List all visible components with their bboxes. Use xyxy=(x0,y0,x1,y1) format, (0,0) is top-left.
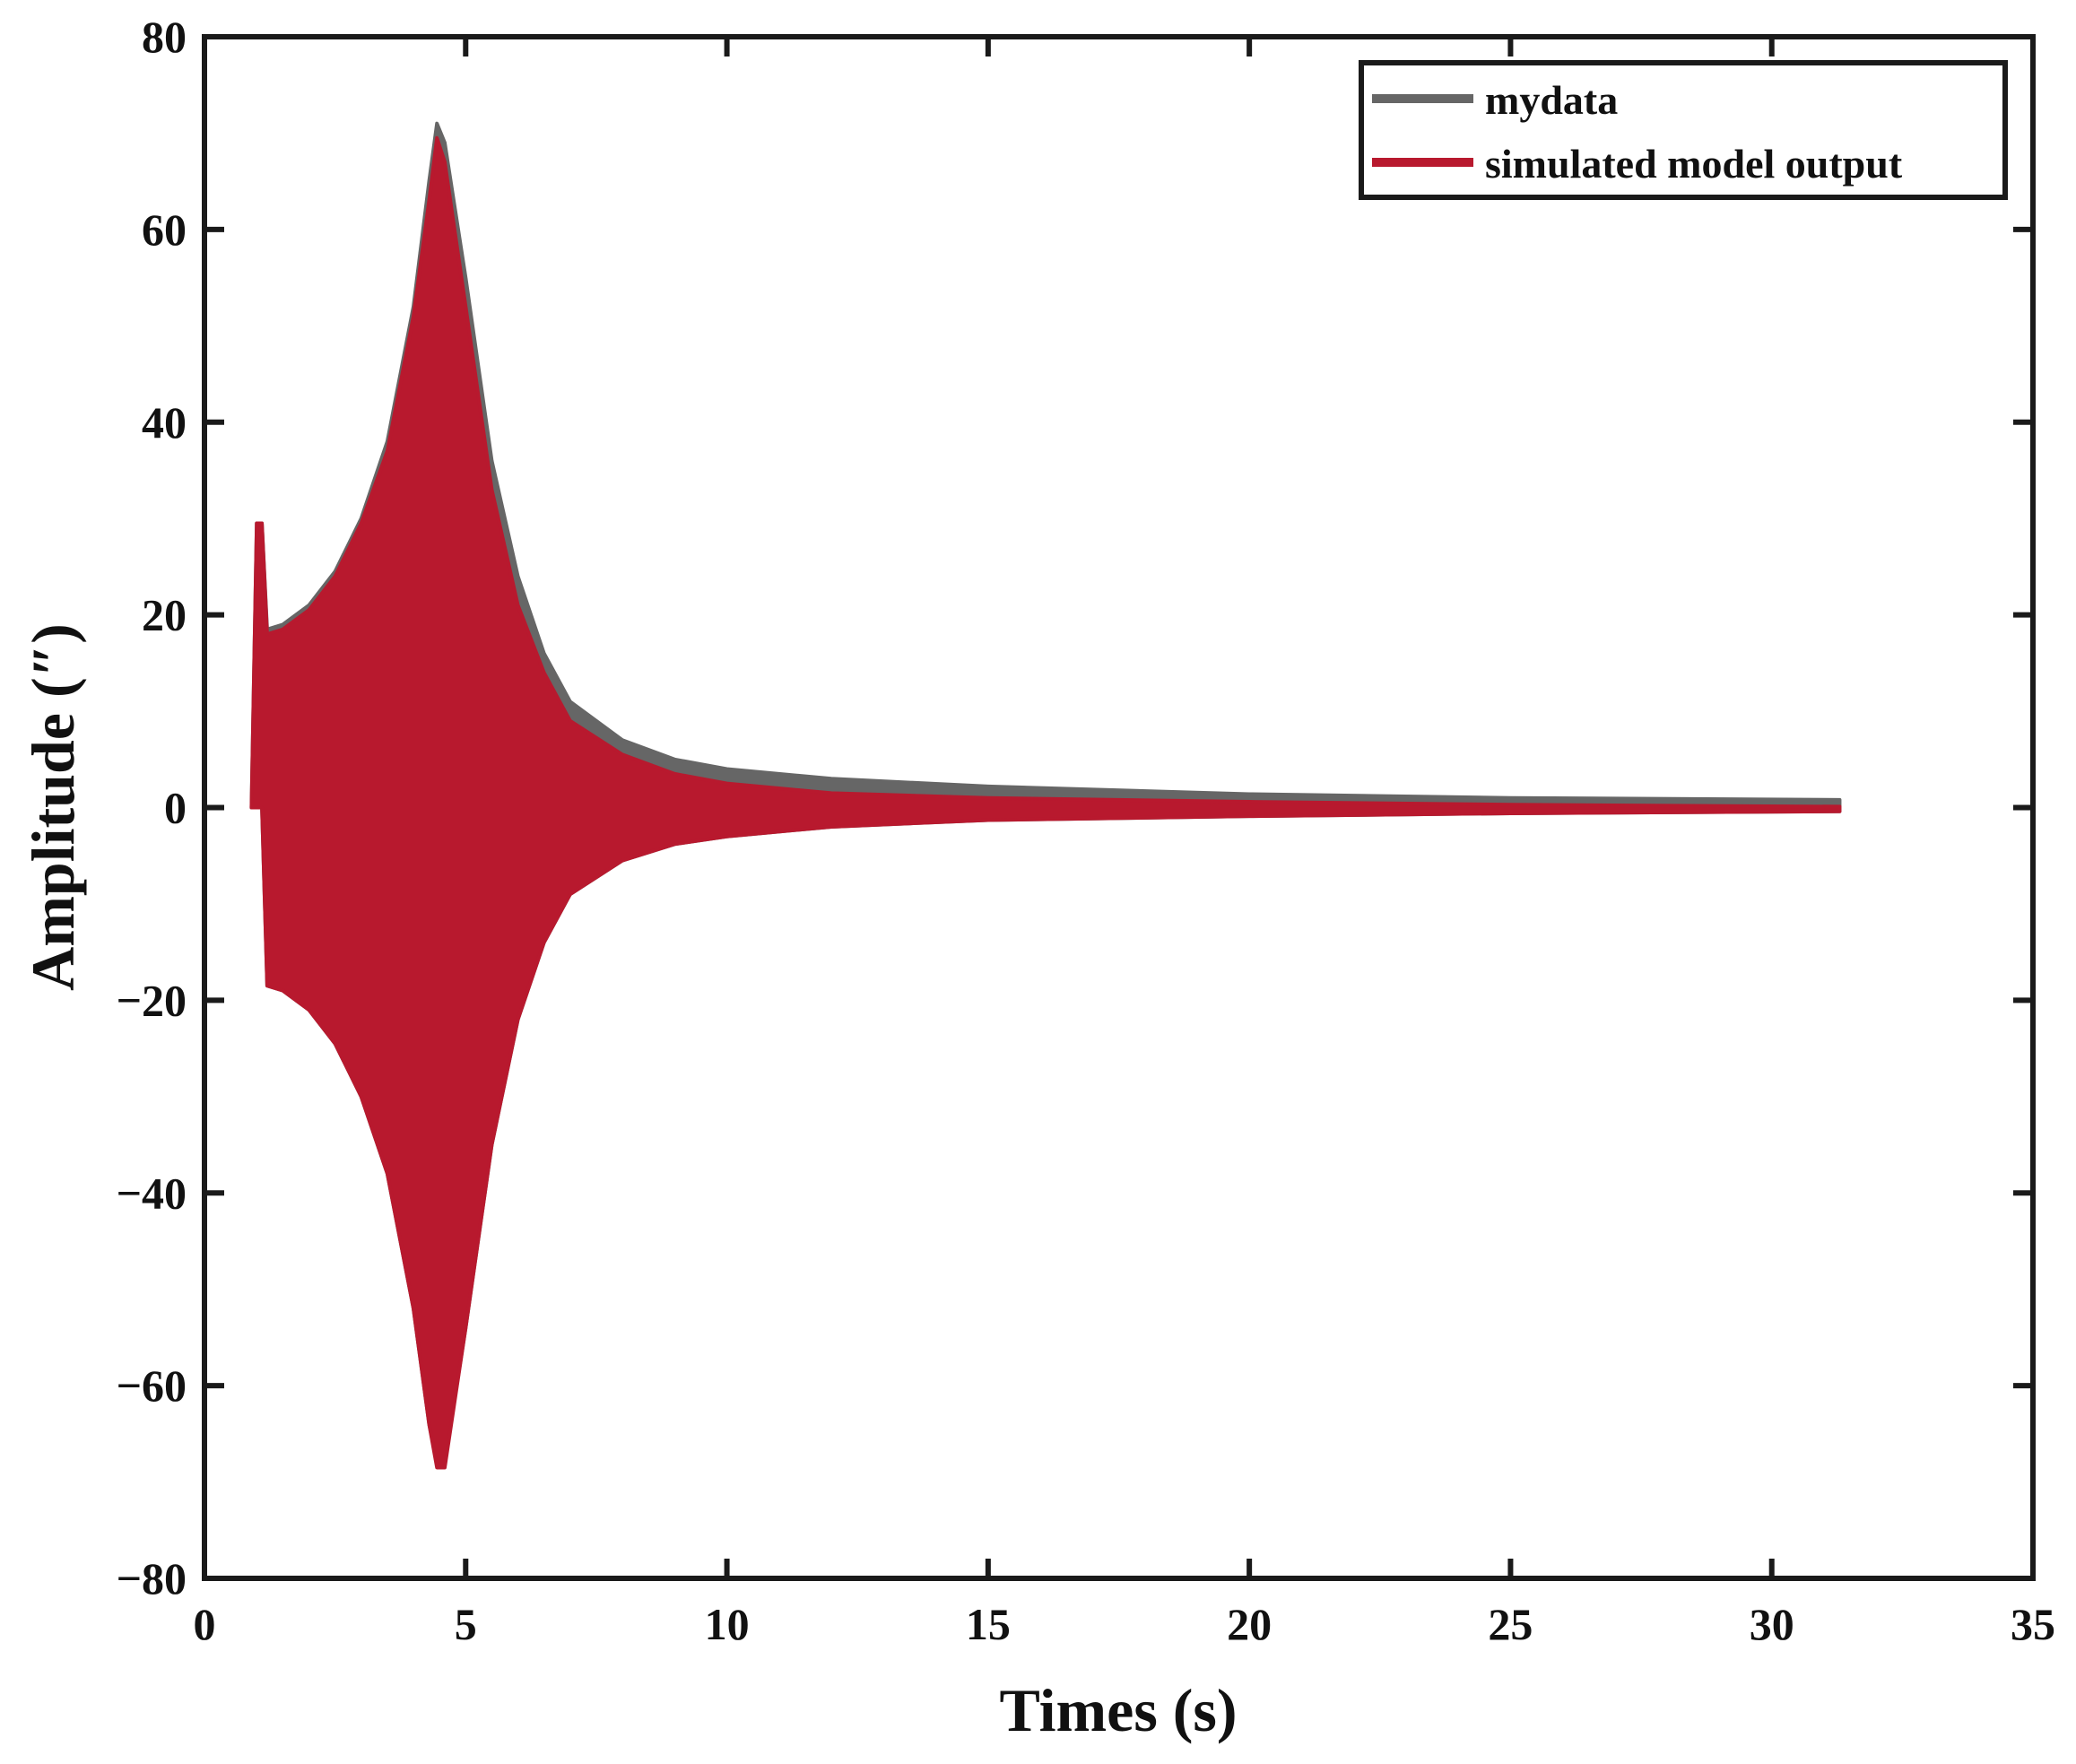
y-tick-label--80: −80 xyxy=(117,1553,187,1603)
y-tick-labels: 80 60 40 20 0 −20 −40 −60 −80 xyxy=(117,12,187,1603)
x-tick-label-15: 15 xyxy=(966,1599,1011,1649)
legend-label-simulated-model-output: simulated model output xyxy=(1485,141,1903,187)
series-simulated-model-output xyxy=(249,135,1842,1470)
legend-box xyxy=(1359,60,2008,200)
y-tick-label-80: 80 xyxy=(142,12,187,62)
tick-layer xyxy=(202,34,2036,1581)
x-tick-label-25: 25 xyxy=(1488,1599,1533,1649)
series-layer xyxy=(249,121,1842,1470)
y-tick-label--40: −40 xyxy=(117,1168,187,1218)
legend: mydata simulated model output xyxy=(1359,60,2008,200)
legend-label-mydata: mydata xyxy=(1485,77,1618,123)
y-tick-label-60: 60 xyxy=(142,204,187,255)
x-tick-labels: 0 5 10 15 20 25 30 35 xyxy=(194,1599,2056,1649)
x-tick-label-5: 5 xyxy=(455,1599,477,1649)
y-tick-label-40: 40 xyxy=(142,397,187,448)
x-tick-label-30: 30 xyxy=(1750,1599,1794,1649)
y-tick-label--60: −60 xyxy=(117,1360,187,1411)
y-tick-label-20: 20 xyxy=(142,590,187,640)
x-tick-label-20: 20 xyxy=(1227,1599,1272,1649)
x-axis-title: Times (s) xyxy=(999,1676,1237,1744)
x-tick-label-0: 0 xyxy=(194,1599,216,1649)
y-axis-title: Amplitude (″) xyxy=(19,623,87,991)
x-tick-label-10: 10 xyxy=(705,1599,750,1649)
x-tick-label-35: 35 xyxy=(2011,1599,2055,1649)
y-tick-label--20: −20 xyxy=(117,975,187,1025)
y-tick-label-0: 0 xyxy=(164,783,187,833)
